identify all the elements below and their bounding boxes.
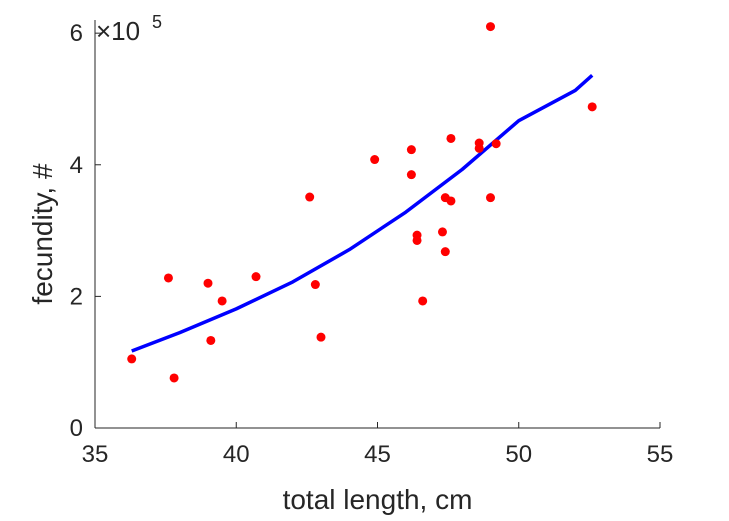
- data-point: [587, 102, 597, 112]
- data-point: [486, 193, 495, 203]
- data-point: [169, 373, 179, 383]
- y-exponent-power: 5: [152, 12, 162, 32]
- y-tick-label: 0: [70, 415, 83, 442]
- data-point: [486, 22, 495, 32]
- data-point: [491, 139, 501, 149]
- data-point: [446, 133, 456, 143]
- data-point: [437, 227, 447, 237]
- data-point: [406, 170, 416, 180]
- data-point: [163, 273, 173, 283]
- data-point: [418, 296, 428, 306]
- y-exponent-prefix: ×10: [96, 16, 140, 46]
- data-point: [440, 247, 450, 257]
- data-point: [316, 332, 326, 342]
- x-tick-label: 40: [223, 441, 250, 468]
- data-point: [217, 296, 227, 306]
- data-point: [446, 196, 456, 206]
- x-axis-label: total length, cm: [283, 484, 473, 515]
- x-tick-label: 45: [364, 441, 391, 468]
- y-tick-label: 4: [70, 152, 83, 179]
- axes: 35 40 45 50 55 0 2 4 6: [70, 20, 674, 468]
- data-point: [206, 335, 216, 345]
- y-axis-label: fecundity, #: [27, 163, 58, 305]
- y-tick-label: 6: [70, 20, 83, 47]
- fit-curve: [131, 73, 594, 353]
- data-point: [474, 143, 484, 153]
- data-point: [203, 278, 213, 288]
- data-point: [370, 155, 380, 165]
- data-point: [406, 145, 416, 155]
- data-point: [251, 272, 261, 282]
- data-point: [310, 280, 320, 290]
- x-tick-label: 35: [82, 441, 109, 468]
- x-tick-label: 50: [505, 441, 532, 468]
- data-point: [412, 235, 422, 245]
- x-tick-label: 55: [647, 441, 674, 468]
- y-tick-label: 2: [70, 283, 83, 310]
- data-point: [305, 192, 315, 202]
- chart-marks: [127, 22, 597, 383]
- data-point: [127, 354, 137, 364]
